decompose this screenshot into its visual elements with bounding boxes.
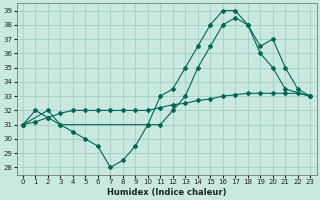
X-axis label: Humidex (Indice chaleur): Humidex (Indice chaleur) xyxy=(107,188,226,197)
